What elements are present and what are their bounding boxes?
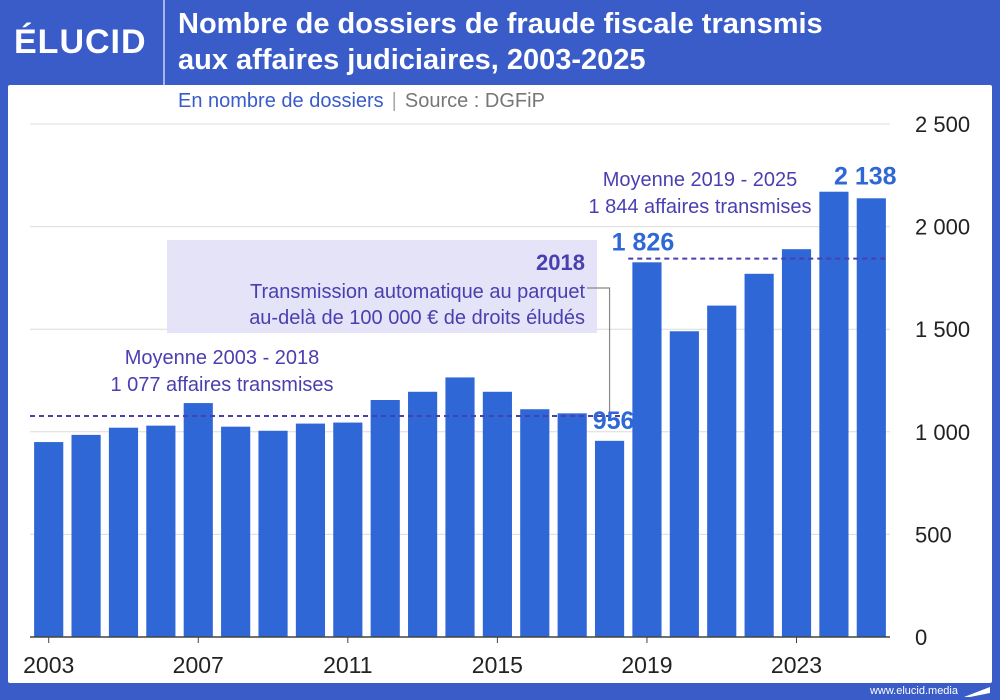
x-tick-label: 2019 — [621, 652, 672, 678]
bar-2020 — [669, 331, 699, 637]
bar-2018 — [594, 440, 625, 637]
note-box — [167, 240, 597, 333]
subtitle-separator: | — [391, 90, 397, 112]
bar-2008 — [221, 426, 251, 637]
axes: 0 500 1 000 1 500 2 000 2 500 2003 2007 2011 2015… — [23, 112, 970, 678]
chart-title-line2: aux affaires judiciaires, 2003-2025 — [178, 44, 646, 76]
average-lines: Moyenne 2003 - 2018 1 077 affaires transm… — [30, 169, 886, 417]
average-label-line1-0: Moyenne 2003 - 2018 — [125, 347, 320, 369]
bar-2003 — [34, 442, 64, 637]
bar-2007 — [183, 403, 213, 637]
x-tick-label: 2003 — [23, 652, 74, 678]
bars — [34, 191, 886, 637]
y-tick-label: 2 000 — [915, 215, 970, 240]
bar-2017 — [557, 413, 587, 637]
subtitle-text: En nombre de dossiers — [178, 90, 384, 112]
bar-2013 — [408, 391, 438, 637]
bar-2010 — [295, 423, 326, 637]
bar-2016 — [520, 409, 550, 637]
y-tick-label: 1 500 — [915, 317, 970, 342]
source-text: Source : DGFiP — [404, 90, 545, 112]
average-label-line2-0: 1 077 affaires transmises — [110, 374, 333, 396]
bar-2012 — [370, 399, 400, 637]
y-tick-label: 2 500 — [915, 112, 970, 137]
bar-2015 — [482, 391, 512, 637]
average-label-line1-1: Moyenne 2019 - 2025 — [603, 169, 798, 191]
bar-2004 — [71, 434, 101, 637]
bar-2009 — [258, 430, 288, 637]
bar-2011 — [333, 422, 363, 637]
y-tick-label: 0 — [915, 625, 927, 650]
note-heading: 2018 — [536, 250, 585, 275]
elucid-mark-icon — [964, 687, 990, 697]
bar-2024 — [819, 191, 849, 637]
x-tick-label: 2011 — [323, 652, 372, 678]
x-tick-label: 2007 — [173, 652, 224, 678]
bar-2006 — [146, 425, 176, 637]
chart-title-line1: Nombre de dossiers de fraude fiscale tra… — [178, 8, 823, 40]
note-leader-line — [587, 287, 611, 413]
note-line2: au-delà de 100 000 € de droits éludés — [249, 307, 585, 329]
value-label-2019: 1 826 — [612, 228, 675, 256]
value-labels: 956 1 826 2 138 — [593, 162, 897, 435]
y-tick-label: 500 — [915, 522, 952, 547]
value-label-2018: 956 — [593, 407, 635, 435]
x-tick-label: 2015 — [472, 652, 523, 678]
footer-site[interactable]: www.elucid.media — [869, 685, 958, 697]
bar-2019 — [632, 262, 662, 637]
header-divider — [163, 0, 165, 85]
x-tick-label: 2023 — [771, 652, 822, 678]
bar-2021 — [707, 305, 737, 637]
bar-2022 — [744, 273, 774, 637]
bar-2005 — [108, 427, 139, 637]
bar-2014 — [445, 377, 475, 637]
note-annotation: 2018 Transmission automatique au parquet a… — [167, 240, 611, 413]
header: ÉLUCID Nombre de dossiers de fraude fisc… — [0, 0, 1000, 85]
value-label-2025: 2 138 — [834, 162, 897, 190]
average-label-line2-1: 1 844 affaires transmises — [588, 196, 811, 218]
elucid-logo[interactable]: ÉLUCID — [14, 23, 147, 61]
note-line1: Transmission automatique au parquet — [250, 281, 585, 303]
bar-2025 — [856, 198, 886, 637]
chart-title: Nombre de dossiers de fraude fiscale tra… — [178, 6, 988, 78]
chart-subtitle: En nombre de dossiers | Source : DGFiP — [178, 90, 545, 113]
bar-2023 — [781, 249, 812, 637]
y-tick-label: 1 000 — [915, 420, 970, 445]
